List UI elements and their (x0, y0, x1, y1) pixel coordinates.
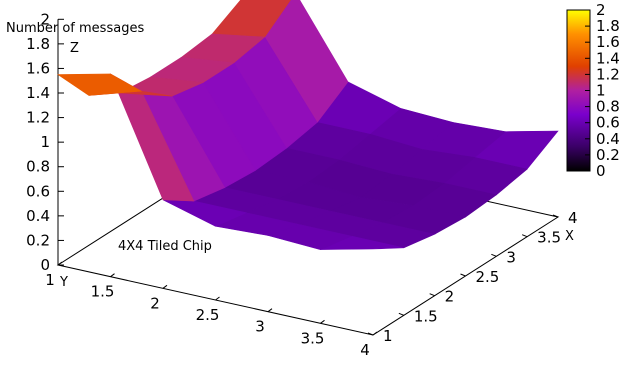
z-tick-label: 1.2 (26, 109, 50, 127)
x-tick-mark (491, 253, 497, 257)
y-tick-label: 2.5 (196, 306, 220, 324)
x-tick-mark (521, 234, 528, 238)
colorbar-tick-label: 1.8 (596, 17, 620, 35)
z-tick-label: 0.6 (26, 182, 50, 200)
z-tick-label: 2 (40, 10, 50, 28)
x-tick-label: 4 (568, 209, 578, 227)
y-tick-mark (320, 319, 325, 324)
colorbar: 00.20.40.60.811.21.41.61.82 (566, 1, 620, 180)
z-tick-label: 1 (40, 133, 50, 151)
z-ticks: 0 0.2 0.4 0.6 0.8 1 1.2 1.4 1.6 1.8 2 (26, 10, 64, 274)
z-tick-label: 1.4 (26, 84, 50, 102)
x-tick-mark (429, 293, 435, 297)
x-ticks: 1 1.5 2 2.5 3 3.5 4 (367, 209, 578, 345)
colorbar-tick-label: 0.4 (596, 130, 620, 148)
z-axis-letter: Z (70, 41, 79, 56)
y-axis-letter: Y (59, 275, 68, 290)
x-tick-label: 1.5 (414, 307, 438, 325)
x-tick-mark (552, 214, 559, 218)
z-tick-label: 0.2 (26, 231, 50, 249)
z-tick-label: 1.8 (26, 35, 50, 53)
x-tick-label: 3 (506, 248, 516, 266)
x-tick-mark (460, 273, 466, 277)
x-tick-label: 2.5 (476, 268, 500, 286)
x-tick-label: 1 (383, 327, 393, 345)
colorbar-tick-label: 0.2 (596, 146, 620, 164)
colorbar-tick-label: 1.2 (596, 65, 620, 83)
z-tick-label: 1.6 (26, 59, 50, 77)
colorbar-tick-label: 1 (596, 82, 606, 100)
x-tick-mark (398, 312, 405, 316)
colorbar-tick-label: 1.4 (596, 49, 620, 67)
y-tick-mark (215, 296, 220, 301)
z-axis-title: Number of messages (6, 21, 144, 36)
y-tick-mark (267, 308, 273, 313)
y-tick-label: 3.5 (301, 329, 325, 347)
y-tick-label: 1.5 (91, 283, 115, 301)
surface-patch (57, 73, 143, 96)
x-tick-label: 3.5 (537, 229, 561, 247)
y-tick-mark (57, 261, 63, 266)
colorbar-tick-label: 1.6 (596, 33, 620, 51)
y-ticks: 1 1.5 2 2.5 3 3.5 4 (45, 261, 378, 359)
y-tick-label: 2 (150, 294, 160, 312)
z-tick-label: 0.4 (26, 207, 50, 225)
y-tick-label: 4 (360, 341, 370, 359)
colorbar-tick-label: 0.8 (596, 98, 620, 116)
colorbar-tick-label: 0 (596, 162, 606, 180)
z-tick-label: 0 (40, 256, 50, 274)
colorbar-tick-label: 0.6 (596, 114, 620, 132)
x-tick-mark (367, 332, 374, 336)
x-tick-label: 2 (445, 288, 455, 306)
surface-mesh (57, 0, 559, 250)
y-tick-mark (110, 273, 115, 278)
y-tick-mark (372, 331, 378, 336)
y-tick-label: 1 (45, 271, 55, 289)
y-tick-mark (162, 284, 168, 289)
z-tick-label: 0.8 (26, 158, 50, 176)
chip-annotation: 4X4 Tiled Chip (118, 239, 212, 254)
colorbar-tick-label: 2 (596, 1, 606, 19)
x-axis-letter: X (565, 229, 574, 244)
y-tick-label: 3 (255, 318, 265, 336)
